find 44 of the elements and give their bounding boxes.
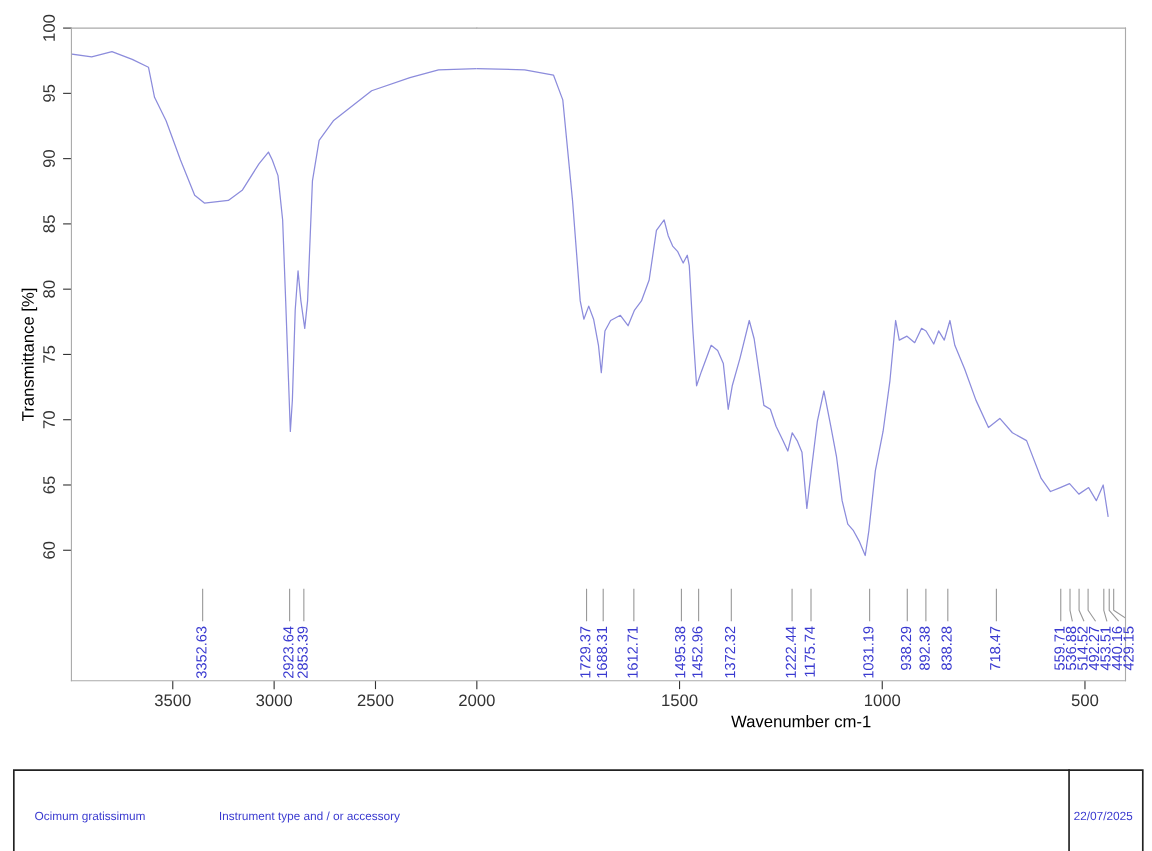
ref-line-label: 892.38 <box>919 626 930 670</box>
x-tick-label: 1000 <box>864 694 901 707</box>
ref-line-label: 440.16 <box>1111 626 1123 671</box>
x-tick-label: 3500 <box>154 694 191 707</box>
ref-line-label: 429.15 <box>1123 626 1134 671</box>
y-tick-label: 80 <box>43 280 55 298</box>
text: Ocimum gratissimum <box>35 811 145 823</box>
ref-line-label: 453.51 <box>1100 626 1111 671</box>
ref-line-label: 1175.74 <box>804 626 815 677</box>
ref-line-label: 1222.44 <box>785 626 796 678</box>
ref-line-label: 2853.39 <box>297 626 308 678</box>
y-tick-label: 70 <box>43 411 55 429</box>
text: Instrument type and / or accessory <box>219 811 400 823</box>
ref-line-label: 1452.96 <box>692 626 703 678</box>
y-tick-label: 95 <box>43 84 55 102</box>
y-tick-label: 90 <box>43 150 55 168</box>
ref-line-label: 492.27 <box>1088 626 1100 671</box>
ref-line-label: 938.29 <box>900 626 912 670</box>
ref-line-label: 838.28 <box>941 626 952 670</box>
x-tick-label: 500 <box>1071 694 1099 707</box>
y-tick-label: 60 <box>43 541 55 559</box>
ref-line-label: 1031.19 <box>863 626 874 678</box>
ref-line-label: 1688.31 <box>596 626 608 678</box>
x-tick-label: 3000 <box>256 694 293 707</box>
ref-line-label: 1612.71 <box>627 626 638 678</box>
x-axis-title: Wavenumber cm-1 <box>731 715 871 728</box>
y-axis-title: Transmittance [%] <box>21 288 38 421</box>
ref-line-label: 514.52 <box>1077 626 1088 670</box>
y-tick-label: 75 <box>43 345 55 363</box>
y-tick-label: 85 <box>43 215 55 233</box>
ref-line-label: 536.88 <box>1065 626 1077 670</box>
ref-line-label: 1729.37 <box>580 626 591 678</box>
ref-line-label: 718.47 <box>989 626 1001 670</box>
ref-line-label: 2923.64 <box>283 626 294 678</box>
x-tick-label: 2000 <box>459 694 495 707</box>
x-tick-label: 2500 <box>357 694 394 707</box>
y-tick-label: 100 <box>43 14 55 41</box>
ref-line-label: 3352.63 <box>196 626 207 679</box>
text: 22/07/2025 <box>1074 811 1133 821</box>
ref-line-label: 559.71 <box>1054 626 1065 670</box>
ref-line-label: 1495.38 <box>675 626 686 678</box>
y-tick-label: 65 <box>43 476 55 494</box>
ref-line-label: 1372.32 <box>724 626 736 678</box>
x-tick-label: 1500 <box>662 694 698 707</box>
